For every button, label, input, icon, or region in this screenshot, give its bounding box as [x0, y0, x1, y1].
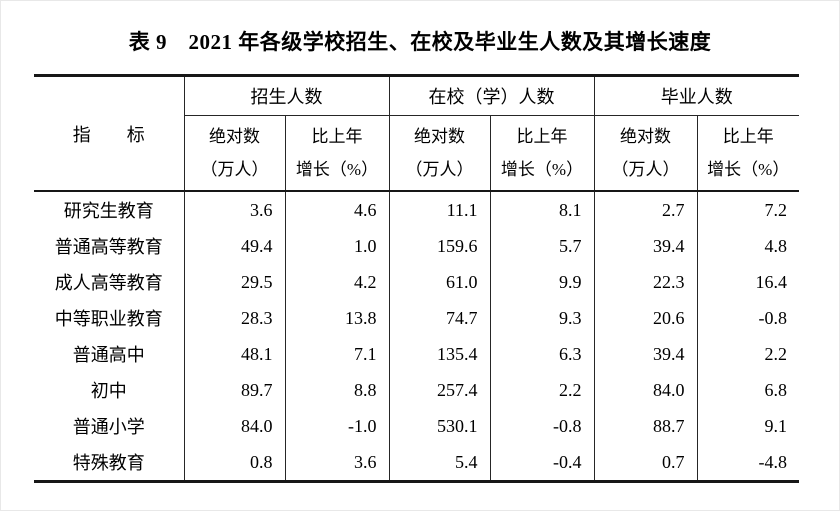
- subheader-graduates-growth: 比上年 增长（%）: [696, 115, 799, 192]
- table-row: 普通高等教育 49.4 1.0 159.6 5.7 39.4 4.8: [34, 228, 799, 264]
- cell-graduates-absolute: 2.7: [593, 191, 697, 228]
- column-group-enrollment: 招生人数: [183, 75, 389, 116]
- table-row: 成人高等教育 29.5 4.2 61.0 9.9 22.3 16.4: [34, 264, 799, 300]
- cell-in-school-growth: 2.2: [489, 372, 594, 408]
- cell-graduates-growth: 4.8: [696, 228, 799, 264]
- cell-graduates-growth: 2.2: [696, 336, 799, 372]
- header-sub-row: 绝对数 （万人） 比上年 增长（%） 绝对数 （万人） 比上年 增长（%） 绝对…: [34, 115, 799, 192]
- table-title: 表 9 2021 年各级学校招生、在校及毕业生人数及其增长速度: [128, 30, 712, 54]
- row-label: 成人高等教育: [54, 273, 163, 293]
- cell-in-school-absolute: 135.4: [388, 336, 490, 372]
- table-row: 普通高中 48.1 7.1 135.4 6.3 39.4 2.2: [34, 336, 799, 372]
- cell-enrollment-growth: 1.0: [284, 228, 389, 264]
- subheader-line: 增长（%）: [707, 160, 790, 179]
- row-label: 普通小学: [72, 417, 145, 437]
- subheader-line: 比上年: [311, 127, 363, 146]
- cell-in-school-absolute: 5.4: [388, 444, 490, 482]
- cell-in-school-growth: 9.3: [489, 300, 594, 336]
- cell-graduates-growth: -0.8: [696, 300, 799, 336]
- cell-graduates-absolute: 39.4: [593, 228, 697, 264]
- statistics-table: 指 标 招生人数 在校（学）人数 毕业人数 绝对数 （万人） 比上年 增长（%）…: [34, 74, 799, 483]
- subheader-line: 比上年: [516, 127, 568, 146]
- cell-graduates-growth: 7.2: [696, 191, 799, 228]
- cell-graduates-absolute: 84.0: [593, 372, 697, 408]
- cell-in-school-growth: 8.1: [489, 191, 594, 228]
- table-row: 研究生教育 3.6 4.6 11.1 8.1 2.7 7.2: [34, 191, 799, 228]
- cell-enrollment-growth: 13.8: [284, 300, 389, 336]
- cell-graduates-absolute: 39.4: [593, 336, 697, 372]
- header-group-row: 指 标 招生人数 在校（学）人数 毕业人数: [34, 75, 799, 192]
- cell-enrollment-growth: 4.2: [284, 264, 389, 300]
- cell-enrollment-growth: -1.0: [284, 408, 389, 444]
- cell-in-school-growth: 5.7: [489, 228, 594, 264]
- cell-in-school-absolute: 74.7: [388, 300, 490, 336]
- row-label: 中等职业教育: [54, 309, 163, 329]
- subheader-line: 增长（%）: [500, 160, 584, 179]
- cell-graduates-growth: -4.8: [696, 444, 799, 482]
- table-row: 初中 89.7 8.8 257.4 2.2 84.0 6.8: [34, 372, 799, 408]
- cell-graduates-absolute: 22.3: [593, 264, 697, 300]
- subheader-line: （万人）: [200, 160, 269, 179]
- cell-graduates-absolute: 20.6: [593, 300, 697, 336]
- cell-in-school-absolute: 257.4: [388, 372, 490, 408]
- cell-enrollment-growth: 8.8: [284, 372, 389, 408]
- cell-in-school-growth: -0.8: [489, 408, 594, 444]
- row-label: 初中: [90, 381, 127, 401]
- cell-enrollment-absolute: 89.7: [183, 372, 285, 408]
- subheader-line: （万人）: [405, 160, 474, 179]
- cell-in-school-absolute: 530.1: [388, 408, 490, 444]
- cell-enrollment-absolute: 49.4: [183, 228, 285, 264]
- table-row: 普通小学 84.0 -1.0 530.1 -0.8 88.7 9.1: [34, 408, 799, 444]
- cell-enrollment-growth: 3.6: [284, 444, 389, 482]
- cell-enrollment-growth: 4.6: [284, 191, 389, 228]
- row-label: 普通高中: [72, 345, 145, 365]
- row-label: 特殊教育: [72, 453, 145, 473]
- cell-graduates-growth: 9.1: [696, 408, 799, 444]
- subheader-line: 绝对数: [620, 127, 671, 146]
- cell-enrollment-absolute: 84.0: [183, 408, 285, 444]
- cell-enrollment-absolute: 0.8: [183, 444, 285, 482]
- subheader-line: 增长（%）: [295, 160, 379, 179]
- cell-graduates-absolute: 88.7: [593, 408, 697, 444]
- table-row: 中等职业教育 28.3 13.8 74.7 9.3 20.6 -0.8: [34, 300, 799, 336]
- subheader-enrollment-absolute: 绝对数 （万人）: [183, 115, 285, 192]
- cell-enrollment-absolute: 48.1: [183, 336, 285, 372]
- table-row: 特殊教育 0.8 3.6 5.4 -0.4 0.7 -4.8: [34, 444, 799, 482]
- subheader-in-school-growth: 比上年 增长（%）: [489, 115, 594, 192]
- cell-graduates-growth: 16.4: [696, 264, 799, 300]
- cell-graduates-growth: 6.8: [696, 372, 799, 408]
- cell-in-school-absolute: 61.0: [388, 264, 490, 300]
- subheader-line: 绝对数: [209, 127, 260, 146]
- cell-graduates-absolute: 0.7: [593, 444, 697, 482]
- table-body: 研究生教育 3.6 4.6 11.1 8.1 2.7 7.2 普通高等教育 49.4 1.0 159…: [34, 191, 799, 482]
- subheader-line: 绝对数: [414, 127, 465, 146]
- subheader-in-school-absolute: 绝对数 （万人）: [388, 115, 490, 192]
- subheader-line: 比上年: [722, 127, 774, 146]
- row-label: 研究生教育: [63, 201, 154, 221]
- column-group-in-school: 在校（学）人数: [388, 75, 594, 116]
- cell-enrollment-absolute: 29.5: [183, 264, 285, 300]
- cell-in-school-growth: 6.3: [489, 336, 594, 372]
- cell-in-school-absolute: 159.6: [388, 228, 490, 264]
- row-label: 普通高等教育: [54, 237, 163, 257]
- cell-enrollment-absolute: 28.3: [183, 300, 285, 336]
- cell-in-school-growth: -0.4: [489, 444, 594, 482]
- cell-enrollment-absolute: 3.6: [183, 191, 285, 228]
- cell-in-school-absolute: 11.1: [388, 191, 490, 228]
- column-group-graduates: 毕业人数: [593, 75, 799, 116]
- subheader-graduates-absolute: 绝对数 （万人）: [593, 115, 697, 192]
- cell-enrollment-growth: 7.1: [284, 336, 389, 372]
- subheader-line: （万人）: [611, 160, 680, 179]
- subheader-enrollment-growth: 比上年 增长（%）: [284, 115, 389, 192]
- column-header-indicator: 指 标: [34, 75, 184, 192]
- cell-in-school-growth: 9.9: [489, 264, 594, 300]
